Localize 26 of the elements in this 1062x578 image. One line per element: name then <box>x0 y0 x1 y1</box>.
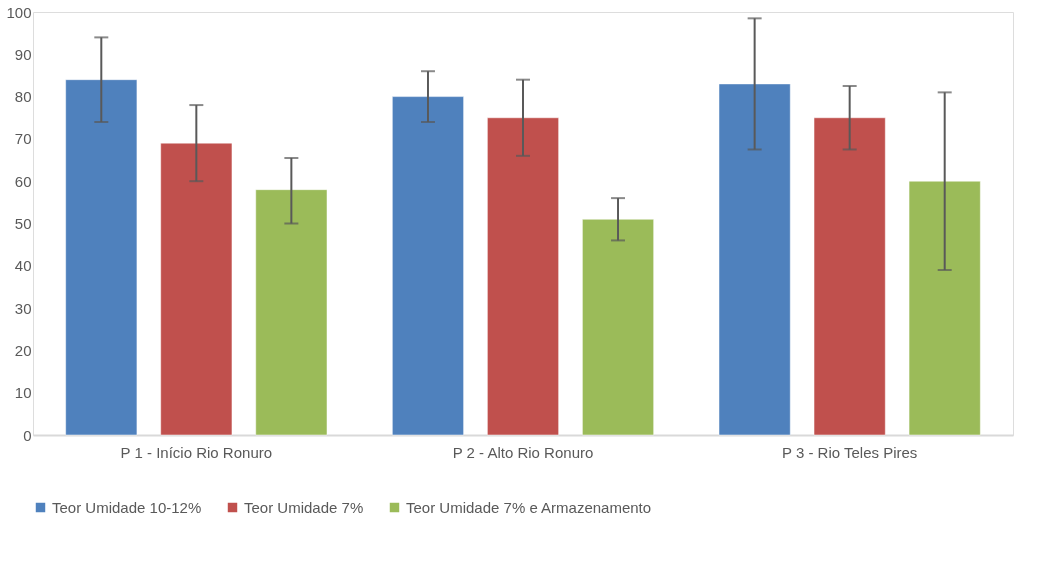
bar <box>487 117 559 436</box>
y-tick-label: 40 <box>14 257 32 275</box>
bar <box>718 83 791 436</box>
y-tick-label: 10 <box>14 384 32 402</box>
y-tick-label: 60 <box>14 172 32 190</box>
x-tick-label: P 1 - Início Rio Ronuro <box>120 443 273 461</box>
bar <box>160 142 233 436</box>
x-tick-label: P 2 - Alto Rio Ronuro <box>452 443 594 461</box>
y-tick-label: 90 <box>14 45 32 63</box>
y-tick-label: 0 <box>23 426 32 444</box>
y-tick-label: 20 <box>14 341 32 359</box>
y-tick-label: 80 <box>14 88 32 106</box>
y-tick-label: 30 <box>14 299 32 317</box>
legend-label: Teor Umidade 10-12% <box>52 498 202 516</box>
bar <box>582 219 654 436</box>
y-tick-label: 70 <box>14 130 32 148</box>
bar <box>255 189 328 436</box>
bar <box>813 117 886 436</box>
y-tick-label: 100 <box>6 3 32 21</box>
legend-label: Teor Umidade 7% <box>244 498 364 516</box>
bar <box>65 79 138 436</box>
x-tick-label: P 3 - Rio Teles Pires <box>781 443 918 461</box>
y-tick-label: 50 <box>14 215 32 232</box>
bar <box>392 96 464 436</box>
bar <box>908 180 981 436</box>
legend-label: Teor Umidade 7% e Armazenamento <box>406 498 652 516</box>
